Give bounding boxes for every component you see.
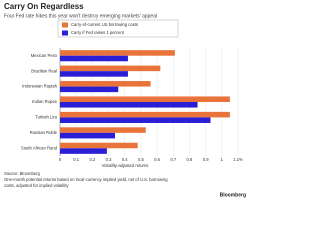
chart: Carry On Regardless Four Fed rate hikes …	[4, 2, 246, 198]
bar	[60, 81, 151, 87]
bar	[60, 132, 116, 139]
y-tick-label: Turkish Lira	[35, 115, 57, 120]
x-tick-label: 0.2	[89, 157, 95, 162]
x-tick-label: 0.5	[138, 157, 144, 162]
bar	[60, 55, 128, 62]
x-tick-label: 1.1%	[233, 157, 243, 162]
bar	[60, 117, 211, 123]
bar	[60, 102, 198, 108]
x-tick-label: 0.9	[203, 157, 209, 162]
y-tick-label: Indian Rupee	[32, 99, 58, 104]
legend-swatch	[62, 30, 68, 36]
x-tick-label: 0.7	[170, 157, 176, 162]
bar	[60, 65, 161, 72]
bar	[60, 71, 128, 77]
chart-subtitle: Four Fed rate hikes this year won't dest…	[4, 13, 157, 19]
y-tick-label: South African Rand	[21, 145, 58, 150]
source: Source: Bloomberg	[4, 171, 41, 176]
legend-label: Carry-of-current US borrowing costs	[71, 22, 138, 27]
x-tick-label: 0.3	[106, 157, 112, 162]
x-tick-label: 0	[59, 157, 62, 162]
bar	[60, 148, 107, 154]
y-tick-label: Mexican Peso	[31, 53, 58, 58]
y-tick-label: Russian Ruble	[30, 130, 58, 135]
legend-box	[57, 19, 179, 38]
x-tick-label: 0.4	[122, 157, 128, 162]
x-tick-label: 0.1	[73, 157, 79, 162]
x-tick-label: 1	[221, 157, 224, 162]
x-axis-label: Volatility-adjusted returns	[102, 163, 149, 168]
bar	[60, 50, 175, 56]
bar	[60, 111, 230, 118]
x-tick-label: 0.6	[154, 157, 160, 162]
chart-title: Carry On Regardless	[4, 2, 84, 11]
legend-label: Carry if Fed raises 1 percent	[71, 30, 125, 35]
bar	[60, 96, 230, 102]
y-tick-label: Indonesian Rupiah	[22, 84, 58, 89]
bar	[60, 142, 138, 149]
bar	[60, 127, 146, 133]
note: costs, adjusted for implied volatility	[4, 183, 69, 188]
y-tick-label: Brazilian Real	[31, 68, 57, 73]
bar	[60, 86, 119, 93]
brand: Bloomberg	[220, 192, 246, 198]
x-tick-label: 0.8	[187, 157, 193, 162]
legend-swatch	[62, 22, 68, 28]
note: One-month potential returns based on loc…	[4, 177, 168, 182]
